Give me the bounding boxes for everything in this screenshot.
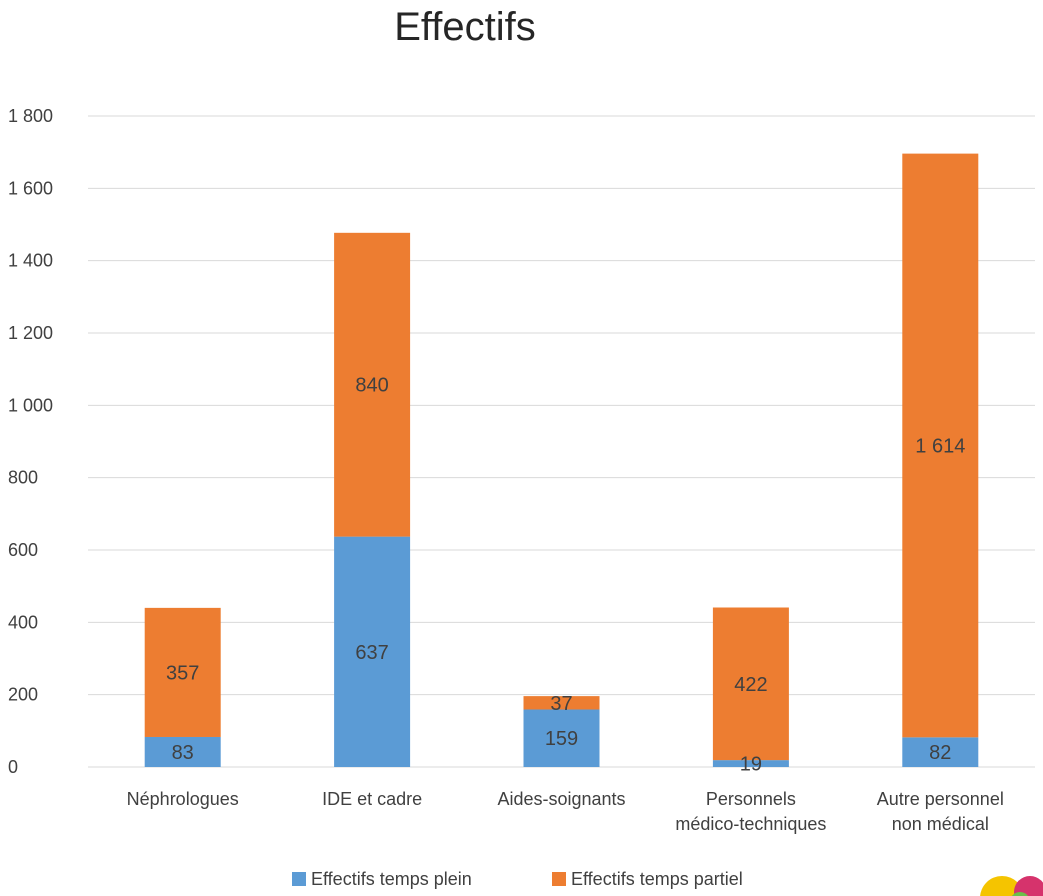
- y-tick-label: 200: [8, 685, 38, 705]
- data-label: 159: [545, 728, 578, 750]
- bars: [144, 153, 979, 767]
- category-label: IDE et cadre: [322, 789, 422, 809]
- data-label: 422: [734, 674, 767, 696]
- bar-segment: [523, 709, 600, 767]
- data-label: 19: [740, 754, 762, 776]
- data-label: 357: [166, 662, 199, 684]
- category-label: Néphrologues: [127, 789, 239, 809]
- legend-swatch: [552, 872, 566, 886]
- y-tick-label: 1 400: [8, 251, 53, 271]
- bar-segment: [334, 232, 411, 537]
- y-tick-label: 600: [8, 540, 38, 560]
- legend-label: Effectifs temps partiel: [571, 869, 743, 889]
- y-tick-label: 400: [8, 612, 38, 632]
- logo-mark: [980, 876, 1043, 896]
- bar-segment: [902, 737, 979, 767]
- data-label: 37: [550, 693, 572, 715]
- bar-segment: [334, 536, 411, 767]
- y-tick-label: 1 800: [8, 106, 53, 126]
- data-label: 82: [929, 742, 951, 764]
- y-tick-label: 1 600: [8, 178, 53, 198]
- y-tick-label: 800: [8, 468, 38, 488]
- y-tick-label: 1 200: [8, 323, 53, 343]
- category-label: non médical: [892, 814, 989, 834]
- category-label: Aides-soignants: [497, 789, 625, 809]
- y-tick-label: 0: [8, 757, 18, 777]
- bar-segment: [712, 607, 789, 761]
- bar-segment: [523, 696, 600, 710]
- data-label: 1 614: [915, 435, 965, 457]
- bar-segment: [144, 607, 221, 737]
- data-label: 840: [355, 375, 388, 397]
- legend: Effectifs temps plein Effectifs temps par…: [292, 869, 743, 889]
- x-axis-categories: Néphrologues IDE et cadre Aides-soignants P…: [127, 789, 1004, 834]
- category-label: Personnels: [706, 789, 796, 809]
- category-label: Autre personnel: [877, 789, 1004, 809]
- bar-segment: [144, 736, 221, 767]
- gridlines: [88, 115, 1035, 768]
- data-label: 83: [172, 742, 194, 764]
- legend-swatch: [292, 872, 306, 886]
- legend-label: Effectifs temps plein: [311, 869, 472, 889]
- bar-segment: [712, 760, 789, 767]
- y-tick-label: 1 000: [8, 395, 53, 415]
- bar-segment: [902, 153, 979, 738]
- data-labels: 83 357 637 840 159 37 19 422 82 1 614: [166, 375, 965, 776]
- data-label: 637: [355, 642, 388, 664]
- y-axis-ticks: 0 200 400 600 800 1 000 1 200 1 400 1 600 1 800: [8, 106, 53, 777]
- chart-title: Effectifs: [394, 5, 536, 49]
- category-label: médico-techniques: [675, 814, 826, 834]
